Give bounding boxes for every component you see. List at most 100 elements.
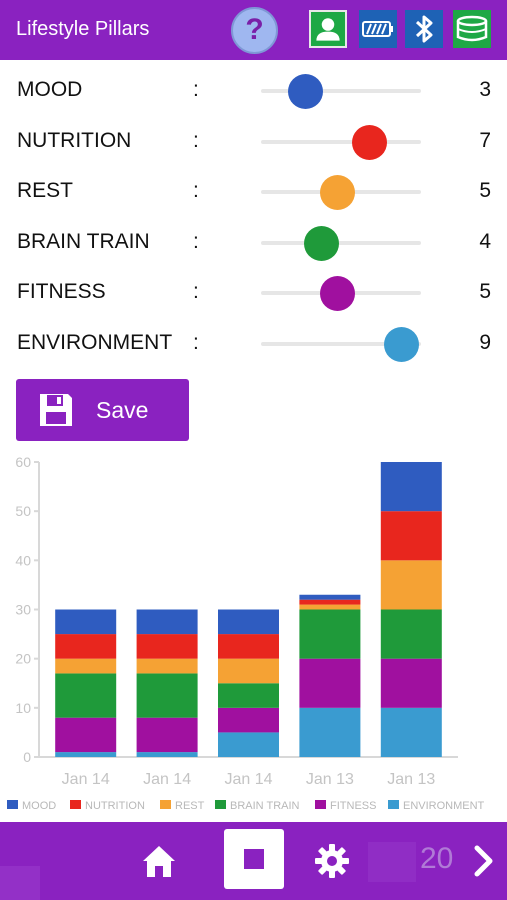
pillar-separator: :: [193, 330, 199, 354]
pillar-value: 5: [479, 280, 491, 303]
pillar-value: 3: [479, 78, 491, 101]
bar-segment: [136, 634, 198, 659]
bar-segment: [55, 658, 117, 674]
page-title: Lifestyle Pillars: [16, 18, 150, 40]
pillar-value: 9: [479, 330, 491, 354]
bar-segment: [299, 609, 361, 659]
bar-segment: [299, 594, 361, 600]
y-tick-label: 30: [15, 602, 31, 618]
chevron-right-icon[interactable]: [472, 844, 496, 878]
legend-label: FITNESS: [330, 800, 376, 812]
slider-track-brain-train[interactable]: [261, 240, 421, 245]
slider-thumb-nutrition[interactable]: [351, 124, 387, 160]
bar-segment: [380, 511, 442, 561]
pillar-row-rest: REST: 5: [0, 171, 507, 211]
app-header: Lifestyle Pillars ?: [0, 0, 507, 60]
pillar-separator: :: [193, 128, 199, 152]
bar-segment: [218, 658, 279, 684]
legend-swatch: [70, 800, 81, 809]
legend-label: NUTRITION: [85, 800, 145, 812]
save-button[interactable]: Save: [16, 379, 189, 441]
bar-segment: [218, 609, 279, 635]
y-tick-label: 20: [15, 651, 31, 667]
save-label: Save: [96, 397, 149, 423]
pillar-value: 5: [479, 179, 491, 202]
bar-segment: [218, 707, 279, 733]
pillars-chart: 0 10 20 30 40 50 60 Jan 14 Jan 14 Jan 14 Jan 13 Jan…: [7, 454, 485, 812]
slider-thumb-fitness[interactable]: [319, 276, 355, 311]
bar-segment: [136, 752, 198, 757]
bar-segment: [55, 609, 117, 635]
legend-label: REST: [175, 800, 205, 812]
bottom-bar: 20: [0, 822, 507, 900]
bar-segment: [136, 673, 198, 718]
slider-track-environment[interactable]: [261, 341, 421, 346]
legend-swatch: [160, 800, 171, 809]
corner-mask: [0, 866, 40, 900]
bar-segment: [55, 717, 117, 753]
stop-icon: [244, 849, 264, 869]
bar-segment: [136, 717, 198, 753]
home-icon[interactable]: [139, 841, 179, 881]
slider-thumb-brain-train[interactable]: [303, 225, 339, 261]
battery-icon[interactable]: [359, 10, 397, 48]
y-tick-label: 10: [15, 700, 31, 716]
pillar-separator: :: [193, 229, 199, 253]
bar-segment: [136, 609, 198, 635]
pillar-separator: :: [193, 78, 199, 101]
help-button[interactable]: ?: [231, 7, 278, 54]
x-tick-label: Jan 13: [387, 771, 435, 788]
bar-segment: [299, 599, 361, 605]
band-icon[interactable]: [453, 10, 491, 48]
gear-icon[interactable]: [312, 841, 352, 881]
pillar-row-fitness: FITNESS: 5: [0, 272, 507, 312]
item-count: 20: [420, 842, 454, 875]
pillar-separator: :: [193, 179, 199, 202]
slider-thumb-rest[interactable]: [319, 175, 355, 210]
pillar-separator: :: [193, 280, 199, 303]
y-tick-label: 40: [15, 552, 31, 568]
stop-button[interactable]: [224, 829, 284, 889]
x-tick-label: Jan 14: [143, 771, 191, 788]
count-mask: [368, 842, 416, 882]
pillar-label: BRAIN TRAIN: [17, 229, 150, 253]
bar-segment: [380, 609, 442, 659]
y-tick-label: 0: [23, 749, 31, 765]
bar-segment: [55, 752, 117, 757]
legend-swatch: [315, 800, 326, 809]
bar-segment: [299, 707, 361, 757]
y-tick-label: 60: [15, 454, 31, 470]
pillar-label: REST: [17, 179, 74, 202]
y-tick-label: 50: [15, 503, 31, 519]
pillar-row-nutrition: NUTRITION: 7: [0, 121, 507, 161]
pillar-row-environment: ENVIRONMENT: 9: [0, 323, 507, 363]
legend-label: ENVIRONMENT: [403, 800, 485, 812]
pillar-label: MOOD: [17, 78, 83, 101]
slider-track-mood[interactable]: [261, 89, 421, 93]
bar-segment: [136, 658, 198, 674]
pillar-value: 4: [479, 229, 491, 253]
legend-label: BRAIN TRAIN: [230, 800, 300, 812]
bar-segment: [299, 604, 361, 610]
bar-segment: [55, 634, 117, 659]
pillar-label: FITNESS: [17, 280, 106, 303]
bar-segment: [380, 707, 442, 757]
legend-swatch: [7, 800, 18, 809]
user-icon[interactable]: [309, 10, 347, 48]
bar-segment: [218, 732, 279, 757]
bar-segment: [218, 634, 279, 659]
legend-swatch: [215, 800, 226, 809]
bluetooth-icon[interactable]: [405, 10, 443, 48]
bar-segment: [380, 462, 442, 512]
pillar-value: 7: [479, 128, 491, 152]
bar-segment: [218, 683, 279, 708]
save-icon: [40, 394, 72, 426]
slider-thumb-environment[interactable]: [383, 326, 419, 362]
bar-segment: [299, 658, 361, 708]
pillar-row-mood: MOOD: 3: [0, 70, 507, 110]
slider-thumb-mood[interactable]: [287, 74, 323, 109]
x-tick-label: Jan 13: [306, 771, 354, 788]
pillar-label: NUTRITION: [17, 128, 132, 152]
legend-label: MOOD: [22, 800, 56, 812]
slider-track-nutrition[interactable]: [261, 139, 421, 144]
